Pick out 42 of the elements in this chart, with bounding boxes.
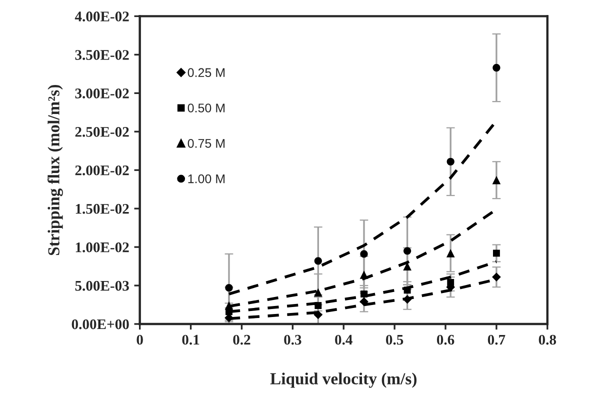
point — [314, 288, 322, 297]
x-axis-title: Liquid velocity (m/s) — [270, 372, 416, 388]
y-axis-title: Stripping flux (mol/m²s) — [48, 84, 63, 256]
x-tick-label: 0.3 — [284, 334, 302, 345]
point — [492, 272, 501, 282]
point — [360, 250, 368, 258]
legend-label: 0.75 M — [188, 138, 225, 148]
point — [492, 64, 500, 72]
point — [402, 294, 412, 304]
y-tick-label: 3.00E-02 — [75, 88, 129, 98]
x-tick-label: 0 — [136, 334, 143, 345]
point — [492, 176, 501, 184]
point — [314, 257, 322, 265]
point — [360, 297, 368, 306]
legend-label: 0.50 M — [188, 104, 225, 112]
y-tick-label: 5.00E-03 — [75, 280, 129, 291]
y-tick-label: 1.00E-02 — [76, 242, 129, 252]
y-tick-label: 0.00E+00 — [72, 319, 129, 330]
x-tick-label: 0.2 — [233, 334, 250, 345]
legend-label: 0.25 M — [188, 68, 225, 78]
y-tick-label: 3.50E-02 — [75, 50, 129, 60]
point — [446, 158, 454, 166]
point — [360, 290, 368, 298]
x-tick-label: 0.1 — [182, 334, 200, 345]
point — [360, 270, 368, 279]
x-tick-label: 0.8 — [538, 334, 556, 345]
y-tick-label: 1.50E-02 — [76, 204, 129, 214]
point — [225, 284, 233, 292]
point — [224, 301, 234, 310]
x-tick-label: 0.4 — [335, 334, 352, 345]
y-tick-label: 2.00E-02 — [75, 165, 129, 176]
x-tick-label: 0.5 — [386, 334, 404, 345]
point — [314, 310, 323, 320]
y-tick-label: 4.00E-02 — [74, 12, 129, 22]
x-tick-label: 0.6 — [436, 334, 454, 345]
x-tick-label: 0.7 — [488, 334, 506, 345]
point — [403, 247, 412, 255]
point — [446, 249, 455, 258]
legend-label: 1.00 M — [188, 174, 225, 184]
point — [492, 250, 500, 257]
y-tick-label: 2.50E-02 — [75, 126, 129, 137]
point — [404, 286, 411, 294]
